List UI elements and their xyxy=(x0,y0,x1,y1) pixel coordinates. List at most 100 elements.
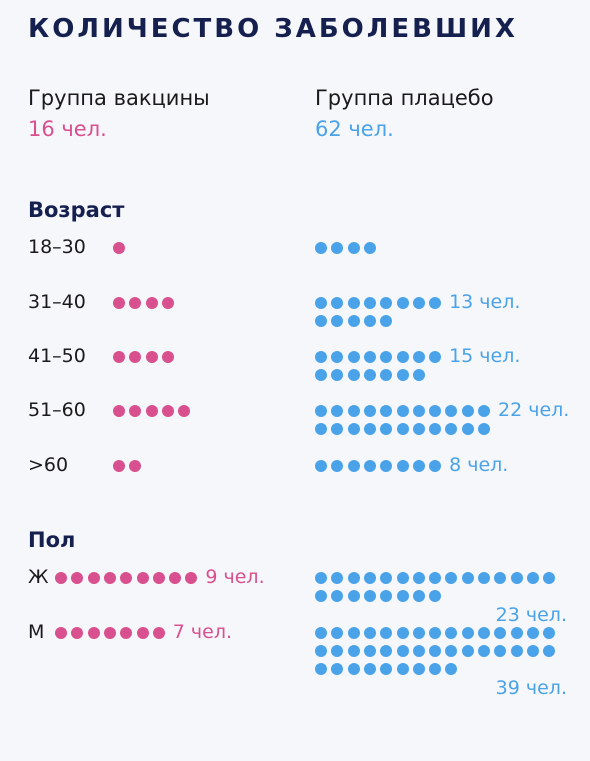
placebo-dot xyxy=(380,369,393,381)
vaccine-dot xyxy=(120,572,133,584)
placebo-dot xyxy=(429,645,442,657)
placebo-dot xyxy=(412,627,425,639)
chart-title: КОЛИЧЕСТВО ЗАБОЛЕВШИХ xyxy=(28,14,518,44)
placebo-dot xyxy=(396,297,409,309)
vaccine-dot xyxy=(136,627,149,639)
placebo-dot xyxy=(396,423,409,435)
vaccine-dot xyxy=(161,351,174,363)
placebo-dot xyxy=(315,590,327,602)
vaccine-dot xyxy=(103,627,116,639)
placebo-dot xyxy=(347,242,360,254)
placebo-dot xyxy=(445,645,458,657)
placebo-dot xyxy=(363,627,376,639)
placebo-dot xyxy=(363,405,376,417)
placebo-dot xyxy=(380,627,393,639)
age-label: 31–40 xyxy=(28,291,86,313)
vaccine-dot xyxy=(71,627,84,639)
placebo-dot xyxy=(429,460,442,472)
placebo-dot xyxy=(315,663,327,675)
placebo-dot xyxy=(412,405,425,417)
placebo-dot xyxy=(445,423,458,435)
placebo-dot xyxy=(315,369,327,381)
vaccine-dot xyxy=(113,351,125,363)
placebo-dot xyxy=(445,663,458,675)
placebo-dot xyxy=(429,627,442,639)
placebo-dot xyxy=(445,405,458,417)
vaccine-dot xyxy=(145,351,158,363)
placebo-dot xyxy=(363,297,376,309)
placebo-count-label: 13 чел. xyxy=(449,291,521,313)
placebo-dot xyxy=(331,645,344,657)
placebo-dot xyxy=(494,572,507,584)
placebo-dot xyxy=(478,572,490,584)
vaccine-dot xyxy=(113,405,125,417)
placebo-dot xyxy=(396,627,409,639)
placebo-dot xyxy=(315,423,327,435)
placebo-dot xyxy=(380,572,393,584)
placebo-dot xyxy=(429,405,442,417)
placebo-dot xyxy=(412,351,425,363)
vaccine-dot xyxy=(129,351,142,363)
placebo-dot xyxy=(347,663,360,675)
placebo-dot xyxy=(396,460,409,472)
placebo-dot xyxy=(331,460,344,472)
vaccine-dot xyxy=(145,405,158,417)
placebo-dot xyxy=(363,572,376,584)
placebo-count-label: 22 чел. xyxy=(498,399,570,421)
placebo-dot xyxy=(510,645,523,657)
placebo-dot xyxy=(396,663,409,675)
placebo-dot xyxy=(461,627,474,639)
placebo-dot xyxy=(510,627,523,639)
vaccine-dot xyxy=(113,297,125,309)
placebo-dot xyxy=(445,572,458,584)
placebo-dot xyxy=(494,627,507,639)
vaccine-group-name: Группа вакцины xyxy=(28,86,210,110)
sex-label: М xyxy=(28,621,45,643)
placebo-dot xyxy=(315,460,327,472)
placebo-dot xyxy=(331,590,344,602)
placebo-dot xyxy=(331,663,344,675)
placebo-dot xyxy=(461,572,474,584)
placebo-dot xyxy=(526,627,539,639)
placebo-dot xyxy=(315,627,327,639)
placebo-dot xyxy=(412,423,425,435)
placebo-dot xyxy=(347,423,360,435)
vaccine-count-label: 9 чел. xyxy=(205,566,265,588)
placebo-dot xyxy=(347,572,360,584)
placebo-dot xyxy=(347,590,360,602)
placebo-dot xyxy=(331,315,344,327)
placebo-dot xyxy=(380,590,393,602)
placebo-dot xyxy=(396,369,409,381)
placebo-count-label: 8 чел. xyxy=(449,454,509,476)
placebo-dot xyxy=(429,572,442,584)
placebo-dot xyxy=(363,315,376,327)
age-section-title: Возраст xyxy=(28,198,125,222)
vaccine-dot xyxy=(71,572,84,584)
placebo-count-label: 23 чел. xyxy=(495,604,567,626)
vaccine-dot xyxy=(161,405,174,417)
placebo-dot xyxy=(331,405,344,417)
vaccine-dot xyxy=(185,572,198,584)
placebo-dot xyxy=(380,297,393,309)
vaccine-dot xyxy=(129,297,142,309)
vaccine-dot xyxy=(113,460,125,472)
placebo-dot xyxy=(347,460,360,472)
placebo-dot xyxy=(331,572,344,584)
placebo-dot xyxy=(445,627,458,639)
placebo-dot xyxy=(363,423,376,435)
placebo-dot xyxy=(363,351,376,363)
vaccine-dot xyxy=(169,572,182,584)
placebo-dot xyxy=(380,405,393,417)
placebo-dot xyxy=(412,590,425,602)
placebo-dot xyxy=(363,590,376,602)
placebo-dot xyxy=(380,663,393,675)
placebo-dot xyxy=(396,590,409,602)
vaccine-dot xyxy=(87,572,100,584)
vaccine-dot xyxy=(129,405,142,417)
placebo-dot xyxy=(526,572,539,584)
placebo-dot xyxy=(543,645,556,657)
placebo-dot xyxy=(429,590,442,602)
vaccine-dot xyxy=(120,627,133,639)
placebo-dot xyxy=(396,572,409,584)
placebo-dot xyxy=(315,242,327,254)
